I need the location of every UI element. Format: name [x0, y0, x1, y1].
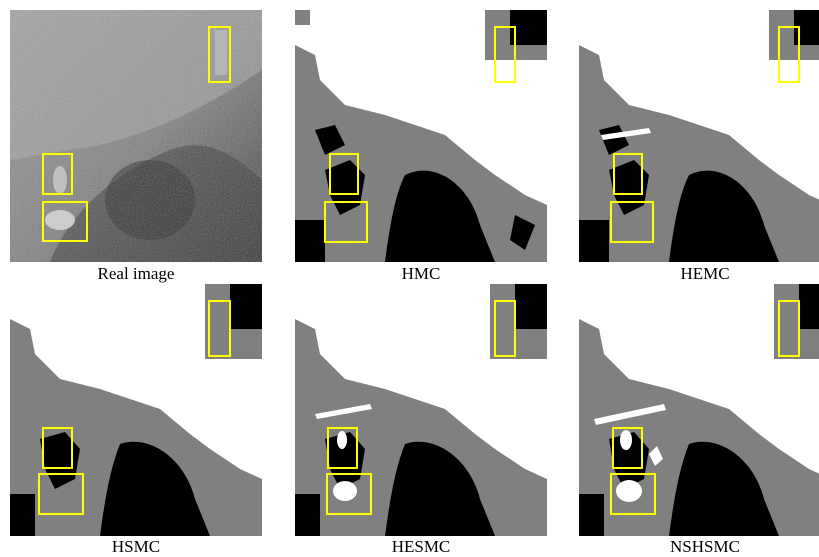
panel-hesmc	[295, 284, 547, 536]
hemc-segmentation	[579, 10, 819, 262]
roi-box-top-right	[208, 300, 231, 357]
roi-box-lower-left	[38, 473, 84, 515]
panel-nshsmc	[579, 284, 819, 536]
roi-box-top-right	[778, 26, 800, 83]
roi-box-lower-left	[42, 201, 88, 242]
roi-box-top-right	[208, 26, 231, 83]
roi-box-top-right	[778, 300, 800, 357]
roi-box-top-right	[494, 300, 516, 357]
caption-hsmc: HSMC	[111, 537, 161, 556]
caption-hesmc: HESMC	[391, 537, 451, 556]
roi-box-lower-left	[326, 473, 372, 515]
panel-hemc	[579, 10, 819, 262]
panel-hmc	[295, 10, 547, 262]
caption-real-image: Real image	[97, 264, 175, 283]
roi-box-upper-left	[42, 427, 73, 469]
panel-hsmc	[10, 284, 262, 536]
panel-real-image	[10, 10, 262, 262]
real-image-texture	[10, 10, 262, 262]
caption-hmc: HMC	[401, 264, 441, 283]
roi-box-upper-left	[327, 427, 358, 469]
roi-box-top-right	[494, 26, 516, 83]
roi-box-upper-left	[613, 153, 643, 195]
roi-box-upper-left	[329, 153, 359, 195]
hmc-segmentation	[295, 10, 547, 262]
caption-hemc: HEMC	[680, 264, 730, 283]
caption-nshsmc: NSHSMC	[670, 537, 740, 556]
roi-box-upper-left	[612, 427, 643, 469]
roi-box-lower-left	[610, 201, 654, 243]
roi-box-lower-left	[324, 201, 368, 243]
hesmc-segmentation	[295, 284, 547, 536]
roi-box-lower-left	[610, 473, 656, 515]
roi-box-upper-left	[42, 153, 73, 195]
hsmc-segmentation	[10, 284, 262, 536]
